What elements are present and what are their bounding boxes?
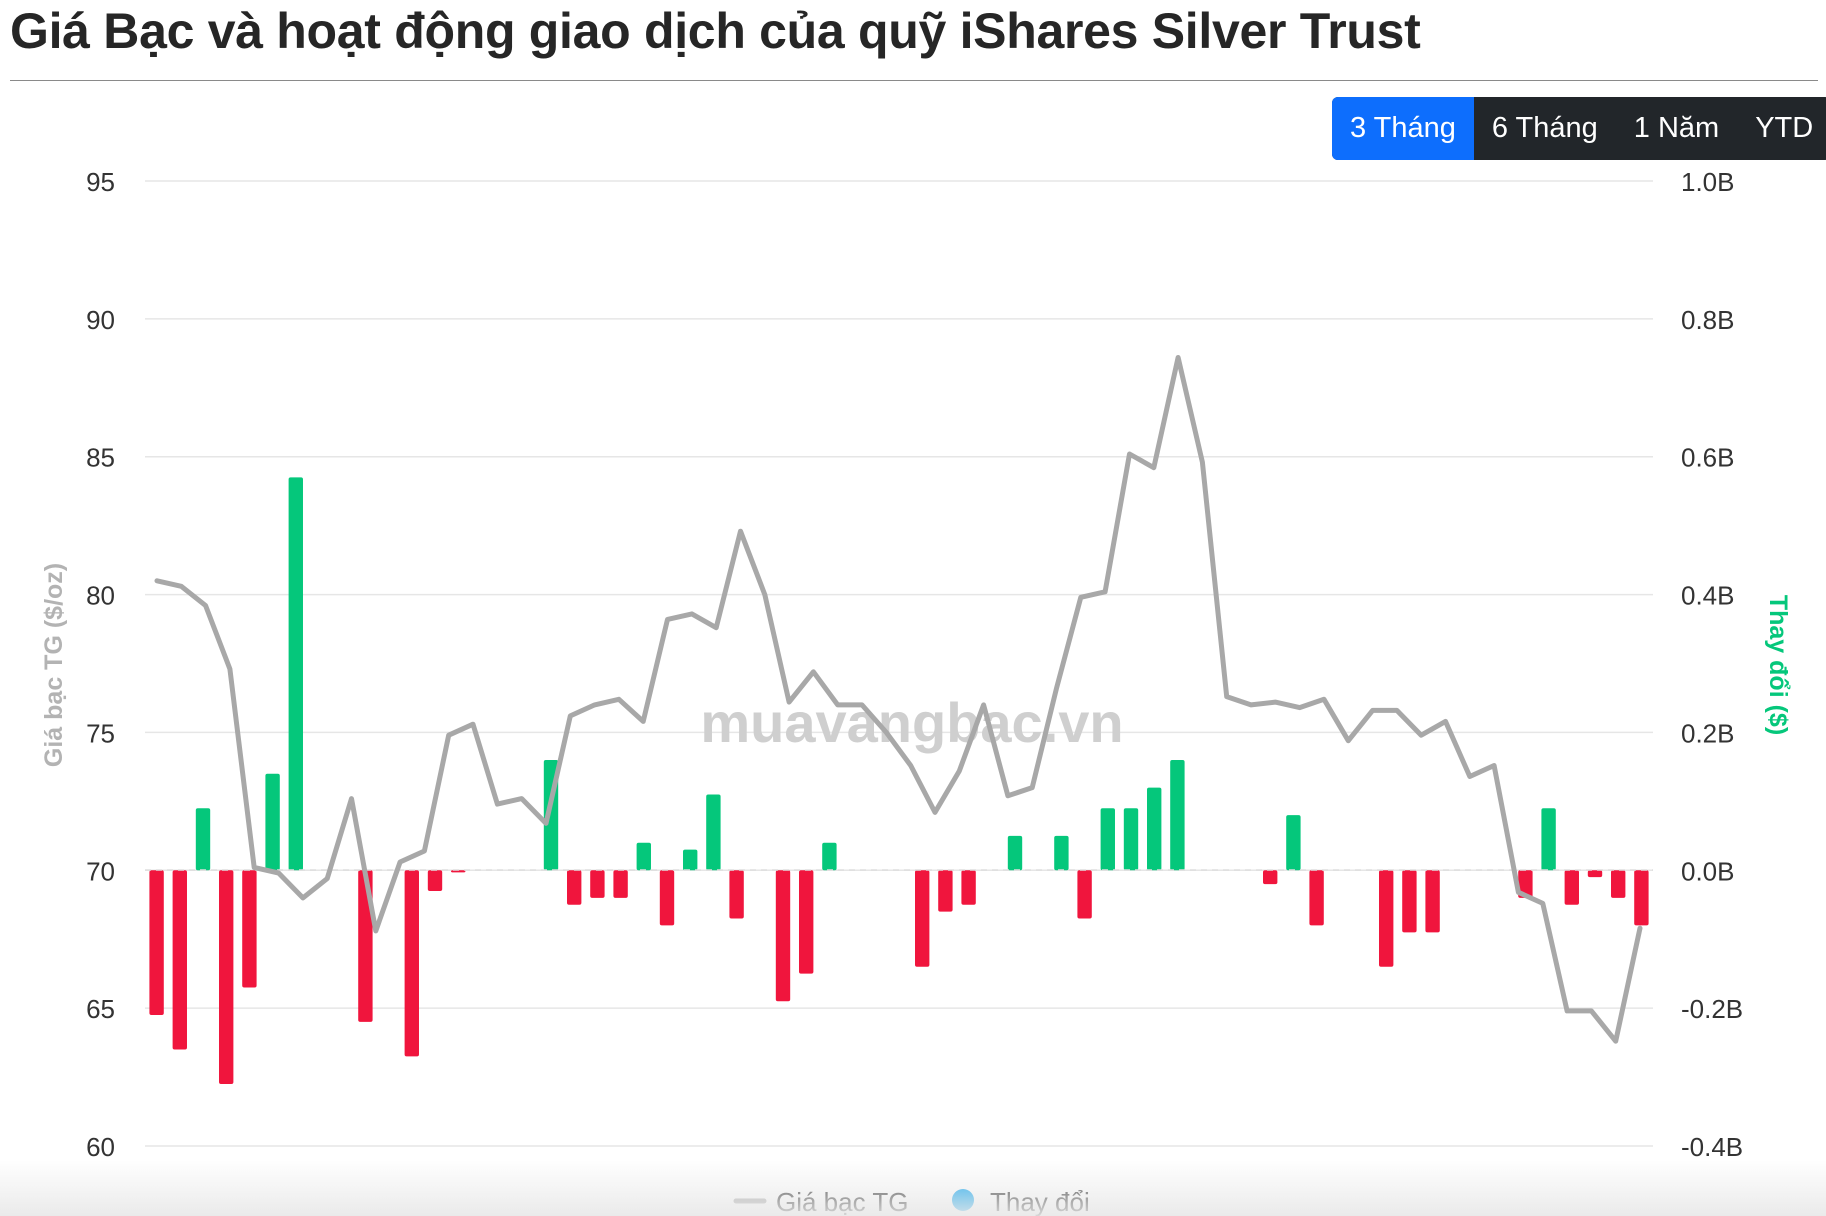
legend-item-price[interactable]: Giá bạc TG [736,1187,908,1216]
right-tick-label: 0.0B [1681,856,1735,886]
left-tick-label: 75 [86,718,115,748]
change-bar[interactable] [1379,870,1393,967]
change-bar[interactable] [1008,836,1022,870]
change-bar[interactable] [1634,870,1648,925]
left-axis-title: Giá bạc TG ($/oz) [40,563,68,767]
right-tick-label: -0.2B [1681,994,1743,1024]
change-bar[interactable] [776,870,790,1001]
change-bar[interactable] [219,870,233,1084]
legend-dot-swatch [952,1189,974,1211]
change-bar[interactable] [1588,870,1602,877]
change-bar[interactable] [915,870,929,967]
change-bar[interactable] [1147,788,1161,871]
change-bar[interactable] [660,870,674,925]
right-axis-title: Thay đổi ($) [1764,595,1792,735]
watermark: muavangbac.vn [700,691,1123,754]
change-bar[interactable] [1286,815,1300,870]
legend-item-change[interactable]: Thay đổi [952,1187,1090,1216]
change-bar[interactable] [1077,870,1091,918]
change-bar[interactable] [173,870,187,1049]
change-bar[interactable] [590,870,604,898]
right-tick-label: 0.4B [1681,581,1735,611]
change-bar[interactable] [149,870,163,1015]
change-bar[interactable] [428,870,442,891]
change-bars [149,477,1648,1084]
left-axis-ticks: 95 90 85 80 75 70 65 60 [86,167,115,1162]
change-bar[interactable] [1124,808,1138,870]
change-bar[interactable] [242,870,256,987]
right-tick-label: 0.8B [1681,305,1735,335]
left-tick-label: 65 [86,994,115,1024]
change-bar[interactable] [1170,760,1184,870]
legend-label-change: Thay đổi [990,1187,1090,1216]
change-bar[interactable] [613,870,627,898]
right-tick-label: 0.6B [1681,443,1735,473]
left-tick-label: 80 [86,581,115,611]
change-bar[interactable] [961,870,975,904]
right-tick-label: 0.2B [1681,718,1735,748]
left-tick-label: 70 [86,856,115,886]
change-bar[interactable] [405,870,419,1056]
change-bar[interactable] [289,477,303,870]
change-bar[interactable] [822,843,836,871]
change-bar[interactable] [1054,836,1068,870]
right-axis-ticks: 1.0B 0.8B 0.6B 0.4B 0.2B 0.0B -0.2B -0.4B [1681,167,1743,1162]
legend-label-price: Giá bạc TG [776,1187,908,1216]
change-bar[interactable] [637,843,651,871]
change-bar[interactable] [729,870,743,918]
change-bar[interactable] [1101,808,1115,870]
change-bar[interactable] [1263,870,1277,884]
change-bar[interactable] [1309,870,1323,925]
change-bar[interactable] [799,870,813,973]
change-bar[interactable] [1541,808,1555,870]
right-tick-label: 1.0B [1681,167,1735,197]
change-bar[interactable] [706,794,720,870]
change-bar[interactable] [265,774,279,871]
change-bar[interactable] [567,870,581,904]
left-tick-label: 90 [86,305,115,335]
left-tick-label: 95 [86,167,115,197]
change-bar[interactable] [938,870,952,911]
change-bar[interactable] [1611,870,1625,898]
right-tick-label: -0.4B [1681,1132,1743,1162]
change-bar[interactable] [1565,870,1579,904]
change-bar[interactable] [1425,870,1439,932]
change-bar[interactable] [1402,870,1416,932]
left-tick-label: 85 [86,443,115,473]
change-bar[interactable] [683,850,697,871]
legend: Giá bạc TG Thay đổi [736,1187,1090,1216]
change-bar[interactable] [196,808,210,870]
left-tick-label: 60 [86,1132,115,1162]
